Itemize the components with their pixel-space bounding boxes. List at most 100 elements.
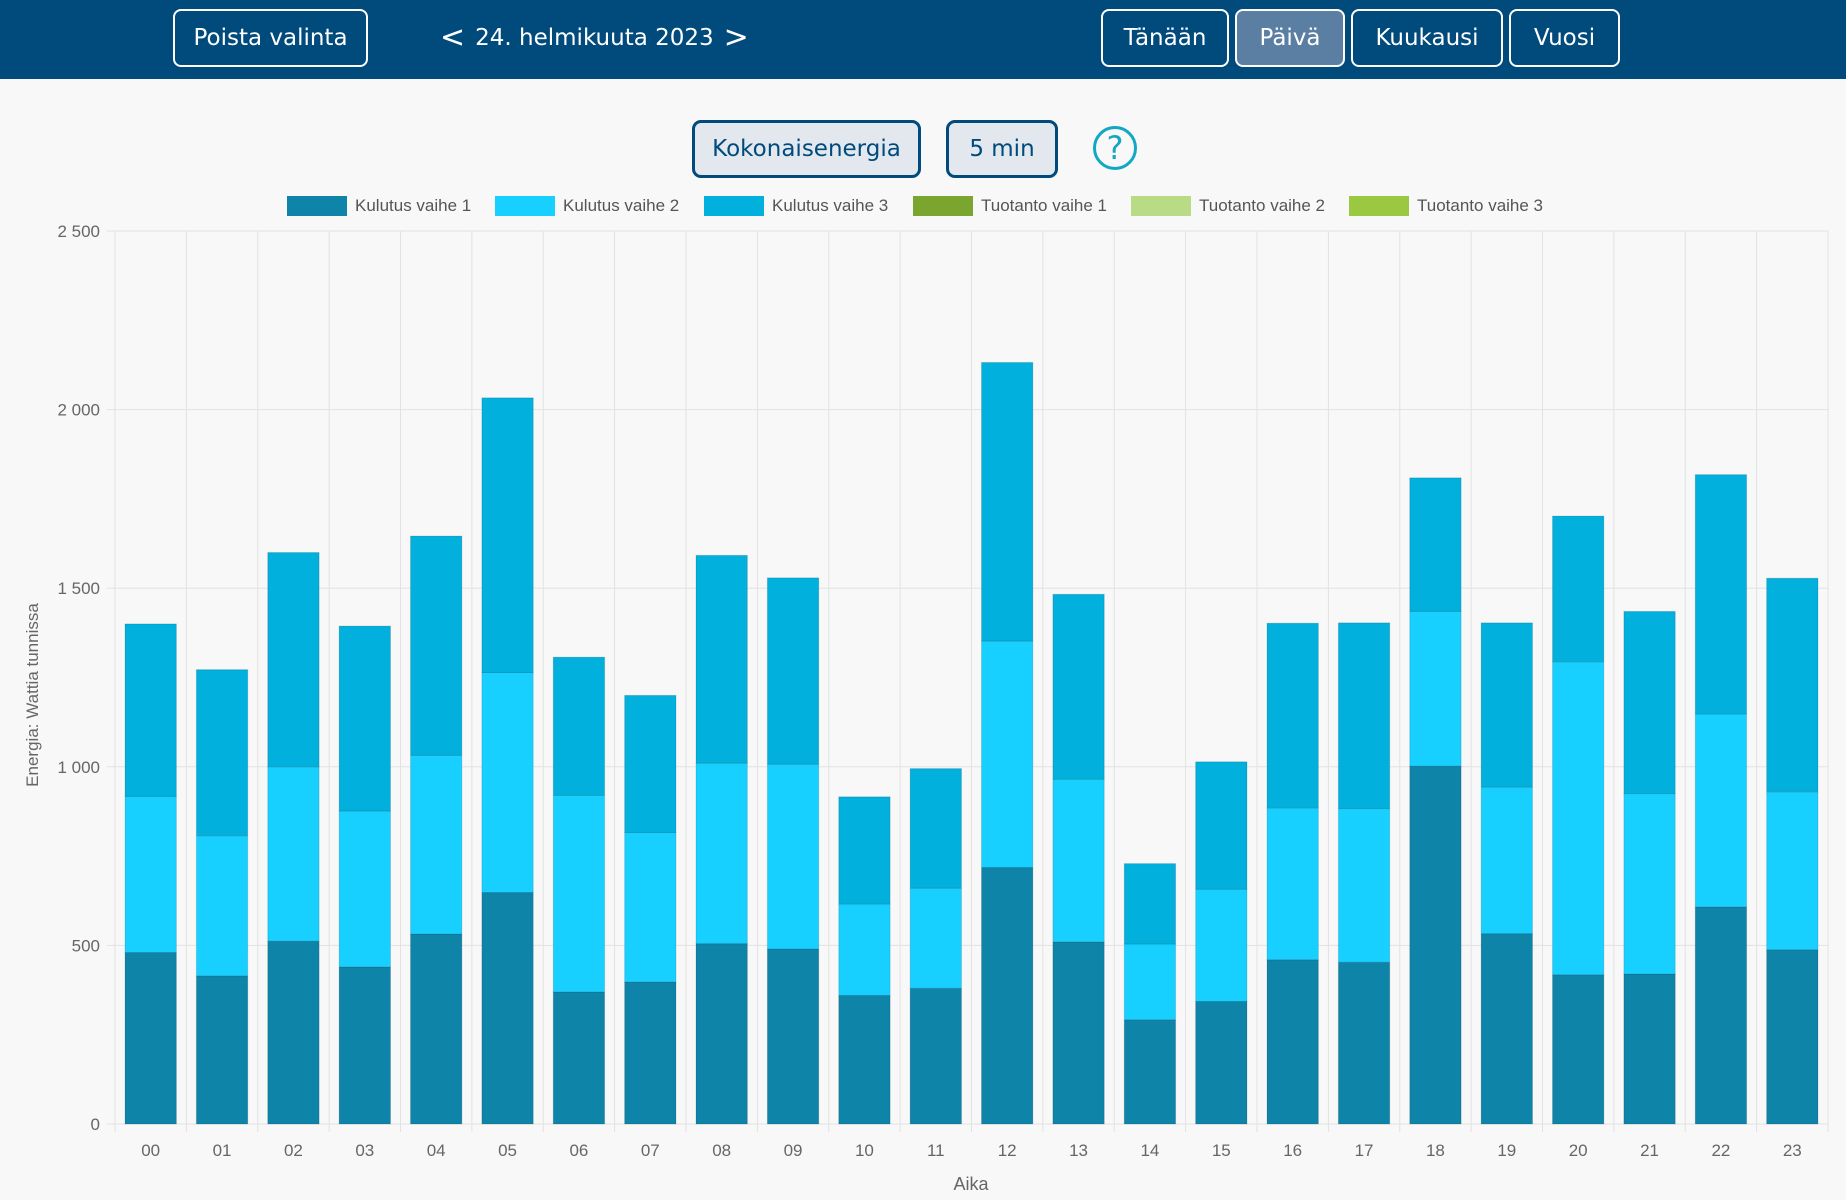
bar-segment[interactable] — [1052, 593, 1105, 780]
bar-segment[interactable] — [1123, 1019, 1177, 1125]
legend-item[interactable]: Kulutus vaihe 3 — [704, 196, 888, 216]
legend-item[interactable]: Tuotanto vaihe 2 — [1131, 196, 1325, 216]
bar-segment[interactable] — [1766, 949, 1819, 1125]
bar-segment[interactable] — [695, 554, 748, 764]
bar-segment[interactable] — [409, 535, 463, 756]
legend-label: Tuotanto vaihe 2 — [1199, 196, 1326, 215]
bar-segment[interactable] — [1623, 793, 1676, 975]
bar-segment[interactable] — [1409, 610, 1462, 767]
bar-segment[interactable] — [1409, 477, 1462, 612]
y-tick-label: 1 000 — [57, 758, 100, 777]
bar-segment[interactable] — [481, 671, 534, 894]
bar-segment[interactable] — [267, 551, 320, 768]
bar-segment[interactable] — [1766, 577, 1819, 793]
bar-segment[interactable] — [267, 766, 320, 942]
legend-item[interactable]: Kulutus vaihe 2 — [495, 196, 679, 216]
bar-segment[interactable] — [1337, 808, 1391, 963]
bar-segment[interactable] — [624, 694, 677, 834]
x-tick-label: 04 — [427, 1141, 446, 1160]
legend-label: Kulutus vaihe 2 — [563, 196, 680, 215]
bar-segment[interactable] — [1052, 778, 1105, 943]
x-tick-label: 20 — [1569, 1141, 1588, 1160]
bar-segment[interactable] — [1694, 713, 1748, 908]
bar-segment[interactable] — [1623, 973, 1676, 1125]
bar-segment[interactable] — [624, 981, 677, 1125]
bar-segment[interactable] — [1480, 786, 1534, 935]
x-tick-label: 18 — [1426, 1141, 1445, 1160]
legend-item[interactable]: Kulutus vaihe 1 — [287, 196, 471, 216]
x-tick-label: 10 — [855, 1141, 874, 1160]
bar-segment[interactable] — [766, 948, 820, 1125]
bar-segment[interactable] — [1195, 888, 1248, 1002]
bar-segment[interactable] — [338, 810, 392, 968]
bar-segment[interactable] — [695, 762, 748, 945]
bar-segment[interactable] — [1052, 941, 1105, 1125]
bar-segment[interactable] — [909, 987, 963, 1125]
bar-segment[interactable] — [124, 795, 177, 954]
bar-segment[interactable] — [195, 835, 249, 977]
interval-button[interactable]: 5 min — [946, 120, 1058, 178]
total-energy-button[interactable]: Kokonaisenergia — [692, 120, 921, 178]
previous-date-arrow-icon[interactable]: < — [440, 20, 466, 55]
bar-segment[interactable] — [1551, 661, 1605, 976]
bar-segment[interactable] — [124, 623, 177, 797]
bar-segment[interactable] — [1195, 1000, 1248, 1125]
bar-segment[interactable] — [1694, 474, 1748, 715]
bar-segment[interactable] — [1551, 974, 1605, 1125]
bar-segment[interactable] — [338, 966, 392, 1125]
bar-segment[interactable] — [1480, 622, 1534, 788]
y-tick-label: 500 — [72, 936, 100, 955]
bar-segment[interactable] — [1694, 906, 1748, 1125]
next-date-arrow-icon[interactable]: > — [723, 20, 749, 55]
help-icon[interactable]: ? — [1093, 126, 1137, 170]
clear-selection-button[interactable]: Poista valinta — [173, 9, 368, 67]
bar-segment[interactable] — [980, 640, 1034, 869]
month-button[interactable]: Kuukausi — [1351, 9, 1503, 67]
bar-segment[interactable] — [1551, 515, 1605, 663]
bar-segment[interactable] — [766, 763, 820, 950]
bar-segment[interactable] — [766, 577, 820, 765]
bar-segment[interactable] — [980, 867, 1034, 1125]
bar-segment[interactable] — [1123, 863, 1177, 945]
bar-segment[interactable] — [1623, 610, 1676, 795]
x-tick-label: 15 — [1212, 1141, 1231, 1160]
legend-label: Kulutus vaihe 3 — [772, 196, 889, 215]
bar-segment[interactable] — [1266, 959, 1319, 1125]
bar-segment[interactable] — [552, 991, 606, 1125]
bar-segment[interactable] — [838, 994, 891, 1125]
legend-item[interactable]: Tuotanto vaihe 3 — [1349, 196, 1543, 216]
bar-segment[interactable] — [1480, 933, 1534, 1125]
bar-segment[interactable] — [481, 892, 534, 1125]
x-tick-label: 16 — [1283, 1141, 1302, 1160]
bar-segment[interactable] — [695, 943, 748, 1125]
year-button[interactable]: Vuosi — [1509, 9, 1620, 67]
bar-segment[interactable] — [481, 397, 534, 673]
bar-segment[interactable] — [1337, 622, 1391, 810]
bar-segment[interactable] — [838, 903, 891, 996]
bar-segment[interactable] — [1409, 765, 1462, 1125]
bar-segment[interactable] — [980, 361, 1034, 642]
day-button[interactable]: Päivä — [1235, 9, 1345, 67]
bar-segment[interactable] — [1123, 943, 1177, 1021]
legend-item[interactable]: Tuotanto vaihe 1 — [913, 196, 1107, 216]
bar-segment[interactable] — [909, 768, 963, 889]
bar-segment[interactable] — [338, 625, 392, 812]
bar-segment[interactable] — [838, 796, 891, 905]
bar-segment[interactable] — [552, 656, 606, 796]
bar-segment[interactable] — [1266, 622, 1319, 809]
bar-segment[interactable] — [409, 754, 463, 935]
bar-segment[interactable] — [1195, 761, 1248, 890]
bar-segment[interactable] — [409, 933, 463, 1125]
bar-segment[interactable] — [195, 669, 249, 837]
bar-segment[interactable] — [195, 975, 249, 1125]
today-button[interactable]: Tänään — [1101, 9, 1229, 67]
bar-segment[interactable] — [267, 940, 320, 1125]
bar-segment[interactable] — [909, 887, 963, 989]
bar-segment[interactable] — [124, 952, 177, 1125]
bar-segment[interactable] — [1266, 807, 1319, 961]
bar-segment[interactable] — [552, 794, 606, 993]
bar-segment[interactable] — [624, 832, 677, 983]
bar-segment[interactable] — [1766, 791, 1819, 951]
x-tick-label: 21 — [1640, 1141, 1659, 1160]
bar-segment[interactable] — [1337, 961, 1391, 1125]
